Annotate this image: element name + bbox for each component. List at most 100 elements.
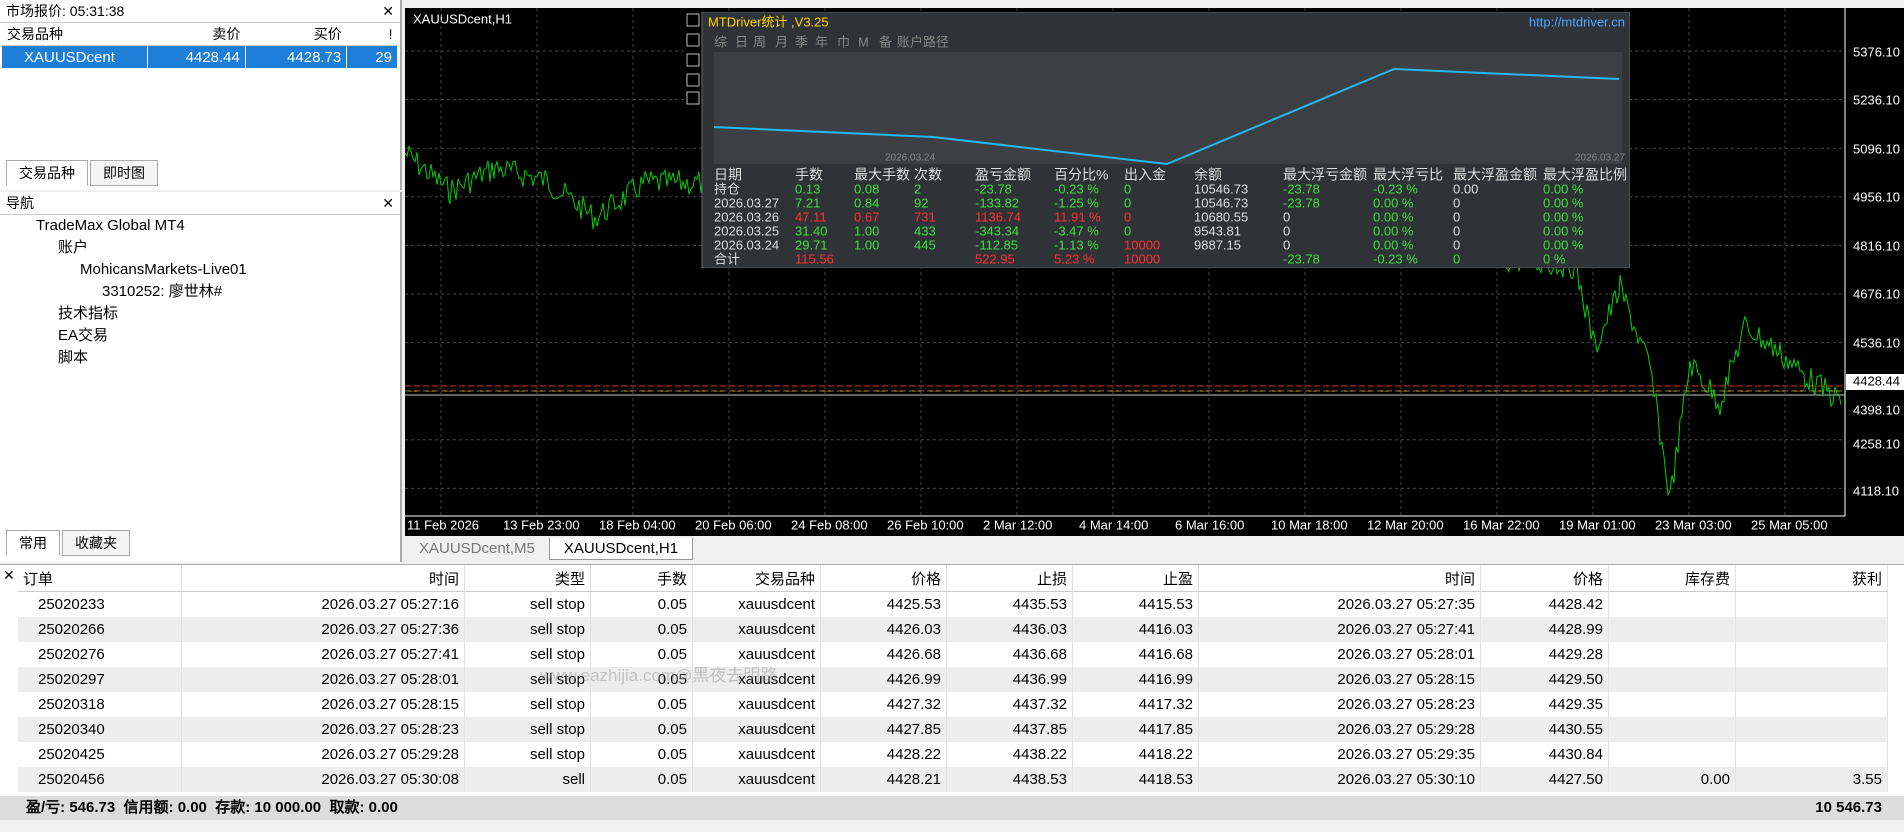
stat-cell: 5.23 % [1054, 251, 1095, 266]
icon[interactable] [686, 13, 700, 27]
stat-tab[interactable]: 年 [815, 34, 828, 49]
price-label: 4536.10 [1853, 335, 1900, 350]
stat-cell: 2026.03.25 [714, 223, 779, 238]
header-cell[interactable]: 价格 [1480, 565, 1609, 592]
tree-item[interactable]: 账户 [58, 239, 89, 256]
tab[interactable]: 交易品种 [6, 160, 88, 186]
close[interactable]: ✕ [382, 195, 394, 211]
header-cell[interactable]: 时间 [1198, 565, 1481, 592]
tree-item[interactable]: EA交易 [58, 327, 109, 344]
stat-tab[interactable]: 备 [879, 34, 892, 49]
stat-tab[interactable]: 综 [714, 34, 727, 49]
stat-header: 最大浮盈比例 [1543, 167, 1627, 183]
price-label: 4118.10 [1853, 483, 1899, 498]
stat-cell: 10680.55 [1194, 209, 1248, 224]
order-row[interactable]: 25020340 2026.03.27 05:28:23 sell stop 0.05… [18, 717, 1888, 742]
tab[interactable]: 收藏夹 [62, 530, 130, 556]
icon[interactable] [686, 91, 700, 105]
url[interactable]: http://mtdriver.cn [1529, 14, 1625, 29]
order-row[interactable]: 25020297 2026.03.27 05:28:01 sell stop 0.05… [18, 667, 1888, 692]
orders-table: 订单 时间 类型 手数 交易品种 价格 止损 止盈 时间 价格 库存费 获利 25020233 2026.… [18, 565, 1888, 792]
cell: 0.05 [590, 717, 693, 742]
status-bar: 盈/亏: 546.73 信用额: 0.00 存款: 10 000.00 取款: … [0, 796, 1904, 820]
order-row[interactable]: 25020318 2026.03.27 05:28:15 sell stop 0.05… [18, 692, 1888, 717]
cell: 4416.68 [1072, 642, 1199, 667]
cell: 4428.21 [820, 767, 947, 792]
time-label: 26 Feb 10:00 [887, 517, 964, 532]
header-cell[interactable]: 止损 [946, 565, 1073, 592]
chart-tab[interactable]: XAUUSDcent,H1 [548, 538, 694, 560]
time-label: 18 Feb 04:00 [599, 517, 676, 532]
cell: 4428.73 [245, 45, 348, 68]
cell: 2026.03.27 05:28:01 [1198, 642, 1481, 667]
watermark: www.eazhijia.com@黑夜去明路 [540, 666, 778, 685]
cell: 2026.03.27 05:29:35 [1198, 742, 1481, 767]
cell: 0.05 [590, 667, 693, 692]
close[interactable]: ✕ [3, 567, 15, 583]
quote-row[interactable]: XAUUSDcent 4428.44 4428.73 29 [2, 45, 398, 68]
header-cell[interactable]: 类型 [464, 565, 591, 592]
price-label: 5376.10 [1853, 44, 1900, 59]
stat-cell: 433 [914, 223, 936, 238]
order-row[interactable]: 25020233 2026.03.27 05:27:16 sell stop 0.05… [18, 591, 1888, 617]
header-cell[interactable]: 交易品种 [692, 565, 821, 592]
time-label: 4 Mar 14:00 [1079, 517, 1148, 532]
time-label: 16 Mar 22:00 [1463, 517, 1540, 532]
cell: 0.05 [590, 767, 693, 792]
cell [1735, 617, 1888, 642]
order-row[interactable]: 25020266 2026.03.27 05:27:36 sell stop 0.05… [18, 617, 1888, 642]
tree-item[interactable]: 3310252: 廖世林# [102, 283, 223, 300]
tree-item[interactable]: TradeMax Global MT4 [36, 217, 185, 234]
stat-tab[interactable]: 周 [753, 34, 766, 49]
stat-cell: 0 [1124, 223, 1131, 238]
stat-header: 次数 [914, 167, 942, 183]
tree-item[interactable]: 技术指标 [58, 305, 119, 322]
tree-item[interactable]: 脚本 [58, 349, 89, 366]
cell: 25020276 [18, 642, 182, 667]
stat-tab[interactable]: 巾 [837, 34, 850, 49]
cell: 4428.99 [1480, 617, 1609, 642]
order-row[interactable]: 25020276 2026.03.27 05:27:41 sell stop 0.05… [18, 642, 1888, 667]
stat-tab[interactable]: 月 [775, 34, 788, 49]
stat-cell: 0.13 [795, 181, 820, 196]
stat-cell: 0 [1283, 209, 1290, 224]
chart-tab[interactable]: XAUUSDcent,M5 [419, 540, 535, 557]
header-cell[interactable]: 价格 [820, 565, 947, 592]
stat-cell: 0.00 % [1543, 195, 1584, 210]
stat-cell: 0.00 % [1373, 223, 1414, 238]
stat-tab[interactable]: 日 [735, 34, 748, 49]
cell: 2026.03.27 05:27:41 [181, 642, 465, 667]
stat-cell: 0.00 % [1543, 181, 1584, 196]
tabs: 常用 收藏夹 [6, 530, 132, 556]
header-cell[interactable]: 订单 [18, 565, 182, 592]
order-row[interactable]: 25020456 2026.03.27 05:30:08 sell 0.05 xauus… [18, 767, 1888, 792]
cell [1608, 717, 1736, 742]
cell [1735, 591, 1888, 617]
cell: 4428.44 [147, 45, 246, 68]
cell: 4415.53 [1072, 591, 1199, 617]
stat-tab[interactable]: 账户 [897, 34, 923, 49]
close[interactable]: ✕ [382, 3, 394, 19]
stat-tab[interactable]: 季 [795, 34, 808, 49]
cell: 4418.22 [1072, 742, 1199, 767]
cell: 0.05 [590, 642, 693, 667]
header-cell[interactable]: 获利 [1735, 565, 1888, 592]
stat-cell: 0 [1124, 209, 1131, 224]
tab[interactable]: 常用 [6, 530, 60, 556]
cell: 4436.68 [946, 642, 1073, 667]
icon[interactable] [686, 33, 700, 47]
time-label: 10 Mar 18:00 [1271, 517, 1348, 532]
header-cell[interactable]: 时间 [181, 565, 465, 592]
cell: 0.05 [590, 742, 693, 767]
icon[interactable] [686, 73, 700, 87]
header-cell[interactable]: 止盈 [1072, 565, 1199, 592]
stat-cell: -0.23 % [1373, 251, 1418, 266]
stat-tab[interactable]: 路径 [923, 34, 949, 49]
tab[interactable]: 即时图 [90, 160, 158, 186]
stat-tab[interactable]: M [858, 34, 869, 49]
header-cell[interactable]: 库存费 [1608, 565, 1736, 592]
header-cell[interactable]: 手数 [590, 565, 693, 592]
icon[interactable] [686, 53, 700, 67]
order-row[interactable]: 25020425 2026.03.27 05:29:28 sell stop 0.05… [18, 742, 1888, 767]
tree-item[interactable]: MohicansMarkets-Live01 [80, 261, 247, 278]
